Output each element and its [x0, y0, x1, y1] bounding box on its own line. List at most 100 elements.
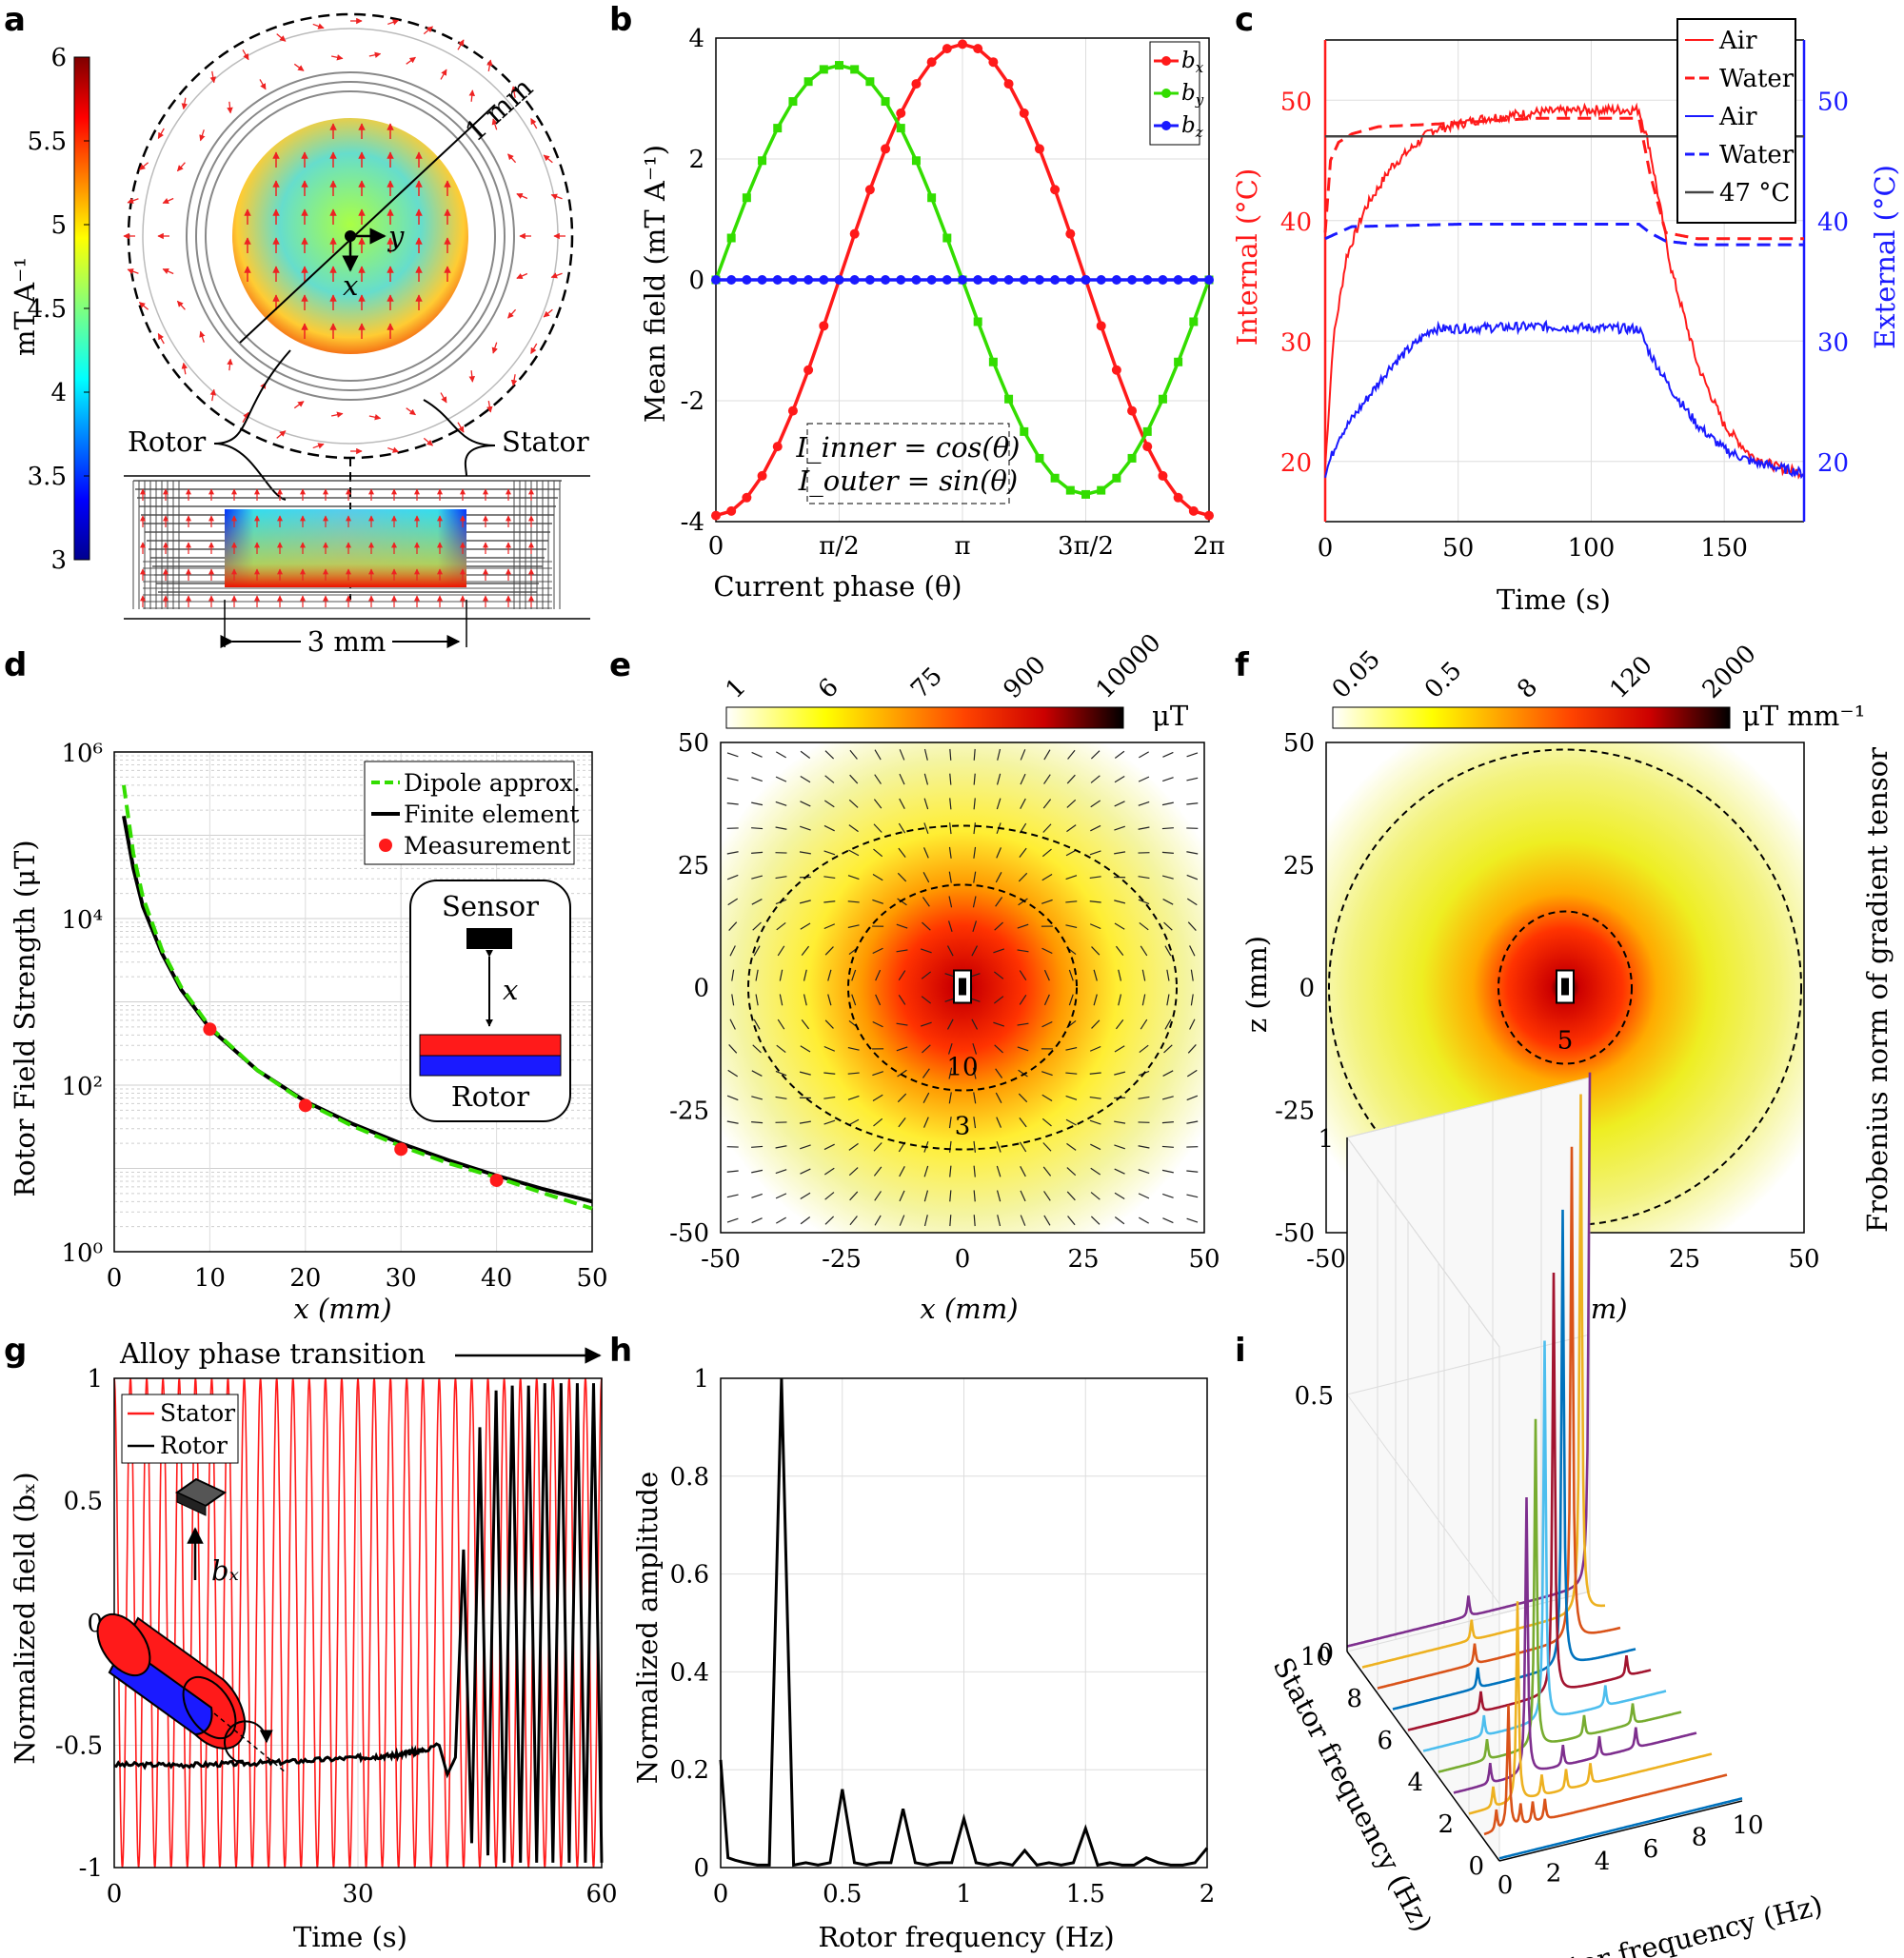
panel-a-field-arrow	[457, 39, 465, 50]
panel-b-marker-b_x	[711, 510, 721, 521]
panel-e-field-arrow	[1019, 1117, 1027, 1128]
panel-b-marker-b_y	[1189, 317, 1199, 326]
panel-a-field-arrow	[516, 193, 528, 200]
panel-e-field-arrow	[1041, 1117, 1052, 1127]
panel-e-field-arrow	[751, 1096, 764, 1100]
panel-e-plot: 10 3 -50-50 -25 -25 0 0 25 25 50 50	[669, 729, 1220, 1274]
panel-e-field-arrow	[1138, 899, 1150, 905]
panel-b-legend-marker	[1161, 121, 1171, 130]
panel-e-field-arrow	[1043, 774, 1051, 784]
panel-e-field-arrow	[1043, 994, 1050, 1006]
panel-e-field-arrow	[1186, 1120, 1199, 1124]
panel-e-field-arrow	[1019, 970, 1027, 980]
panel-e-field-arrow	[799, 1120, 811, 1124]
panel-e-field-arrow	[1161, 875, 1174, 880]
panel-g-xtick-label: 60	[585, 1880, 617, 1909]
panel-b-marker-b_x	[1034, 144, 1044, 154]
panel-d-ytick-label: 10⁶	[61, 740, 103, 768]
panel-e-field-arrow	[948, 1067, 953, 1079]
panel-b-marker-b_z	[1065, 275, 1076, 285]
panel-e-field-arrow	[1017, 949, 1029, 953]
panel-e-field-arrow	[1186, 777, 1199, 781]
panel-d-legend-label: Dipole approx.	[404, 769, 581, 797]
panel-e-field-arrow	[776, 1044, 786, 1054]
panel-b-marker-b_y	[850, 65, 860, 74]
panel-e-field-arrow	[923, 1165, 929, 1177]
panel-e-field-arrow	[995, 872, 1002, 883]
panel-b-marker-b_z	[1034, 275, 1044, 285]
panel-e-field-arrow	[872, 1071, 883, 1077]
panel-e-field-arrow	[800, 1192, 811, 1200]
panel-b-xlabel: Current phase (θ)	[713, 570, 962, 603]
panel-b-marker-b_x	[973, 44, 983, 54]
panel-e-field-arrow	[1090, 1216, 1101, 1225]
panel-a-rotor-callout	[213, 349, 291, 445]
panel-e-field-arrow	[1043, 749, 1051, 761]
panel-e-field-arrow	[1189, 945, 1196, 957]
panel-a-field-arrow	[368, 51, 382, 58]
panel-e-field-arrow	[1018, 1093, 1028, 1103]
panel-a-field-arrow	[387, 19, 400, 26]
panel-b-xtick-label: 2π	[1193, 532, 1225, 561]
panel-b-marker-b_y	[773, 124, 783, 133]
panel-e-field-arrow	[949, 1165, 952, 1177]
panel-c-ytick-right: 20	[1817, 449, 1849, 478]
panel-e-field-arrow	[847, 1095, 860, 1100]
panel-e-label: e	[609, 646, 631, 684]
panel-e-field-arrow	[1138, 1193, 1150, 1199]
panel-e-field-arrow	[777, 1019, 785, 1030]
panel-i-series-stator-4	[1438, 1418, 1682, 1773]
panel-e-field-arrow	[751, 777, 763, 782]
panel-b-marker-b_y	[803, 77, 813, 87]
panel-e-xtick-label: 0	[955, 1245, 971, 1274]
panel-e-field-arrow	[1115, 1019, 1124, 1030]
panel-e-field-arrow	[1114, 851, 1126, 855]
panel-h-axes	[720, 1377, 1208, 1869]
panel-a-field-arrow	[468, 370, 476, 383]
panel-e-field-arrow	[726, 1095, 739, 1101]
panel-e-field-arrow	[899, 1190, 905, 1202]
panel-e-field-arrow	[823, 824, 835, 832]
panel-e-field-arrow	[727, 1069, 739, 1078]
panel-i-gridline	[1346, 1591, 1591, 1652]
panel-e-field-arrow	[823, 1167, 835, 1176]
panel-e-field-arrow	[731, 969, 735, 981]
panel-e-field-arrow	[1114, 775, 1125, 783]
panel-e-field-arrow	[1162, 1193, 1174, 1198]
panel-c-ytick-left: 50	[1280, 88, 1312, 116]
panel-b-marker-b_x	[988, 57, 999, 68]
panel-e-field-arrow	[1017, 1046, 1029, 1052]
panel-e-field-arrow	[899, 798, 905, 809]
panel-e-field-arrow	[1065, 1072, 1078, 1075]
panel-e-field-arrow	[993, 971, 1004, 979]
panel-e-sensor-core	[959, 978, 966, 996]
panel-d: d 0 10 20 30 40 50 10⁰ 10² 10⁴ 10⁶ Rotor Field St…	[4, 646, 608, 1325]
panel-b-marker-b_z	[787, 275, 798, 285]
panel-e-field-arrow	[1089, 1119, 1101, 1125]
panel-e-field-arrow	[1065, 1095, 1078, 1100]
panel-i-series-stator-2	[1468, 1601, 1713, 1815]
panel-a-field-arrow	[406, 407, 416, 416]
panel-e-field-arrow	[875, 994, 882, 1006]
panel-b-marker-b_z	[772, 275, 783, 285]
panel-d-ylabel: Rotor Field Strength (μT)	[9, 840, 41, 1197]
panel-b-marker-b_x	[1142, 442, 1153, 452]
panel-b-eq1: I_inner = cos(θ)	[795, 431, 1020, 465]
panel-e-field-arrow	[1065, 1046, 1078, 1051]
panel-c-series-External-Air	[1324, 319, 1805, 480]
panel-e-field-arrow	[751, 751, 763, 758]
panel-e-field-arrow	[1186, 1217, 1199, 1223]
panel-b-legend-marker	[1161, 89, 1171, 98]
panel-e-field-arrow	[803, 994, 807, 1006]
panel-e-field-arrow	[849, 1216, 858, 1226]
panel-g-xtick-label: 0	[107, 1880, 123, 1909]
panel-e-field-arrow	[1089, 1096, 1101, 1099]
panel-e-field-arrow	[851, 994, 857, 1006]
panel-e-colorbar	[725, 706, 1124, 729]
panel-e-field-arrow	[896, 923, 908, 929]
panel-c-ytick-left: 20	[1280, 449, 1312, 478]
panel-e-field-arrow	[751, 801, 764, 806]
panel-a-dim-3mm: 3 mm	[307, 625, 387, 658]
panel-e-field-arrow	[1093, 994, 1098, 1006]
panel-e-field-arrow	[949, 1190, 952, 1202]
